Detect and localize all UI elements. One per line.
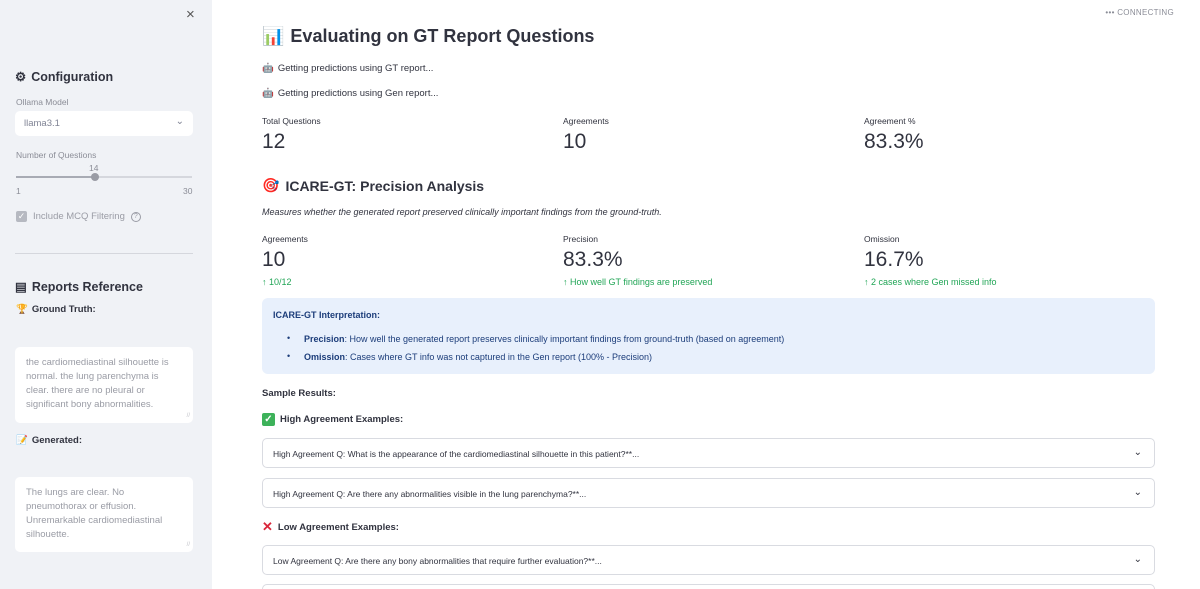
list-item: Omission: Cases where GT info was not ca…	[273, 351, 1144, 362]
model-value: llama3.1	[24, 118, 60, 129]
metric-value: 12	[262, 130, 286, 153]
low-agreement-label: Low Agreement Examples:	[277, 521, 399, 533]
expander-label: High Agreement Q: Are there any abnormal…	[273, 489, 587, 499]
sidebar: × ⚙ Configuration Ollama Model llama3.1 …	[0, 0, 212, 589]
interpretation-box: ICARE-GT Interpretation: Precision: How …	[262, 298, 1155, 374]
slider-fill	[16, 176, 95, 178]
metric-label: Total Questions	[262, 116, 321, 126]
section-caption: Measures whether the generated report pr…	[262, 207, 662, 217]
mcq-checkbox[interactable]: ✓	[16, 211, 27, 222]
model-label: Ollama Model	[16, 97, 69, 107]
model-select[interactable]: llama3.1 ⌄	[15, 111, 193, 136]
slider-value: 14	[89, 163, 99, 173]
generated-text: The lungs are clear. No pneumothorax or …	[26, 487, 163, 541]
mcq-filter-row[interactable]: ✓ Include MCQ Filtering ?	[16, 211, 141, 222]
metric-label: Agreements	[262, 234, 308, 244]
slider-thumb[interactable]	[90, 173, 99, 181]
metric-delta: ↑ 10/12	[262, 277, 292, 287]
help-icon[interactable]: ?	[130, 211, 141, 222]
sample-results-label: Sample Results:	[262, 388, 336, 399]
list-item: Precision: How well the generated report…	[273, 333, 1144, 344]
expander-high-1[interactable]: High Agreement Q: What is the appearance…	[262, 438, 1155, 468]
target-icon: 🎯	[262, 177, 280, 193]
interpretation-title: ICARE-GT Interpretation:	[273, 310, 380, 320]
robot-icon: 🤖	[262, 88, 274, 99]
reports-title: Reports Reference	[31, 279, 143, 294]
ground-truth-header: 🏆 Ground Truth:	[16, 304, 96, 315]
chevron-down-icon: ⌄	[175, 116, 184, 127]
term-description: : Cases where GT info was not captured i…	[345, 352, 652, 362]
expander-label: Low Agreement Q: Are there any bony abno…	[273, 556, 602, 566]
connection-status: ••• CONNECTING	[1105, 8, 1174, 17]
metric-value: 83.3%	[563, 248, 623, 271]
questions-label: Number of Questions	[16, 150, 97, 160]
metric-value: 83.3%	[864, 130, 924, 153]
sidebar-divider	[15, 253, 193, 254]
reports-icon: ▤	[15, 280, 27, 294]
expander-label: High Agreement Q: What is the appearance…	[273, 449, 640, 459]
term-precision: Precision	[304, 334, 345, 344]
generated-textarea[interactable]: The lungs are clear. No pneumothorax or …	[15, 477, 193, 552]
cross-icon: ✕	[262, 519, 273, 534]
metric-label: Omission	[864, 234, 900, 244]
section-header: 🎯 ICARE-GT: Precision Analysis	[262, 177, 484, 194]
metric-delta: ↑ How well GT findings are preserved	[563, 277, 713, 287]
close-sidebar-icon[interactable]: ×	[186, 6, 195, 23]
interpretation-list: Precision: How well the generated report…	[273, 333, 1144, 362]
term-omission: Omission	[304, 352, 346, 362]
generated-label: Generated:	[31, 435, 82, 446]
metric-label: Precision	[563, 234, 598, 244]
low-agreement-header: ✕ Low Agreement Examples:	[262, 519, 399, 535]
chevron-down-icon: ⌄	[1133, 554, 1142, 565]
high-agreement-label: High Agreement Examples:	[280, 414, 404, 425]
gear-icon: ⚙	[15, 70, 27, 84]
slider-max: 30	[183, 186, 193, 196]
info-gt-text: Getting predictions using GT report...	[277, 63, 434, 74]
expander-high-2[interactable]: High Agreement Q: Are there any abnormal…	[262, 478, 1155, 508]
page-title: 📊 Evaluating on GT Report Questions	[262, 26, 594, 47]
high-agreement-header: ✓ High Agreement Examples:	[262, 413, 403, 426]
reports-header: ▤ Reports Reference	[15, 279, 143, 295]
metric-value: 16.7%	[864, 248, 924, 271]
metric-value: 10	[563, 130, 587, 153]
info-gt-predictions: 🤖 Getting predictions using GT report...	[262, 63, 433, 74]
chevron-down-icon: ⌄	[1133, 487, 1142, 498]
bar-chart-icon: 📊	[262, 26, 285, 46]
slider-min: 1	[16, 186, 21, 196]
sample-results-text: Sample Results:	[262, 388, 336, 399]
info-gen-predictions: 🤖 Getting predictions using Gen report..…	[262, 88, 438, 99]
metric-label: Agreement %	[864, 116, 916, 126]
expander-low-1[interactable]: Low Agreement Q: Are there any bony abno…	[262, 545, 1155, 575]
term-description: : How well the generated report preserve…	[344, 334, 785, 344]
generated-header: 📝 Generated:	[16, 435, 82, 446]
check-icon: ✓	[262, 413, 275, 426]
resize-grip-icon[interactable]: //	[186, 542, 190, 549]
metric-value: 10	[262, 248, 286, 271]
robot-icon: 🤖	[262, 63, 274, 74]
expander-low-2[interactable]	[262, 584, 1155, 589]
ground-truth-label: Ground Truth:	[31, 304, 96, 315]
configuration-title: Configuration	[31, 69, 114, 84]
resize-grip-icon[interactable]: //	[186, 413, 190, 420]
page-title-text: Evaluating on GT Report Questions	[290, 26, 595, 46]
section-title: ICARE-GT: Precision Analysis	[285, 177, 485, 194]
metric-label: Agreements	[563, 116, 609, 126]
configuration-header: ⚙ Configuration	[15, 69, 114, 85]
memo-icon: 📝	[16, 435, 28, 446]
info-gen-text: Getting predictions using Gen report...	[277, 88, 439, 99]
ground-truth-textarea[interactable]: the cardiomediastinal silhouette is norm…	[15, 347, 193, 423]
ground-truth-text: the cardiomediastinal silhouette is norm…	[26, 357, 169, 411]
trophy-icon: 🏆	[16, 304, 28, 315]
slider-track[interactable]	[16, 176, 192, 178]
mcq-label: Include MCQ Filtering	[33, 211, 125, 222]
chevron-down-icon: ⌄	[1133, 447, 1142, 458]
metric-delta: ↑ 2 cases where Gen missed info	[864, 277, 997, 287]
